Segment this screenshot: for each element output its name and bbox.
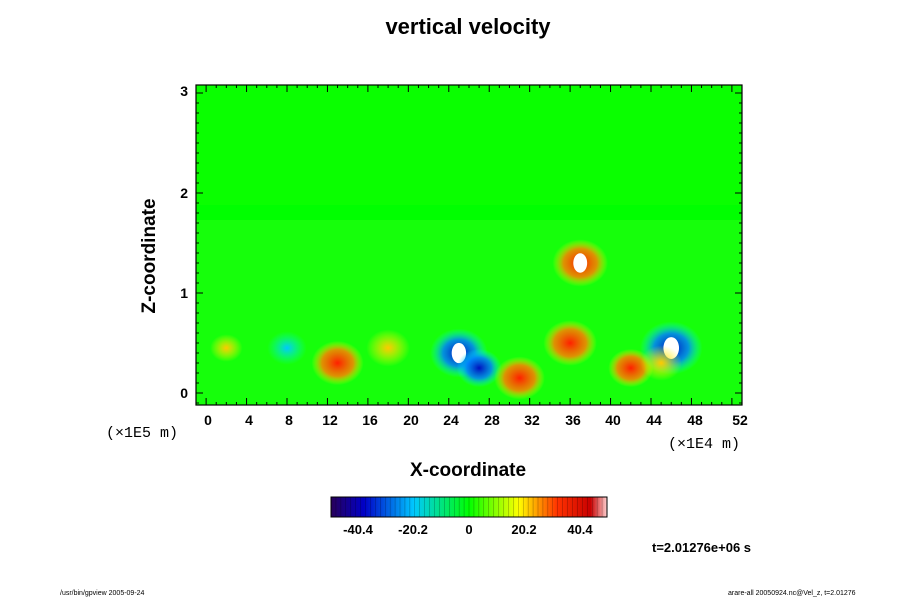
velocity-feature <box>366 329 410 367</box>
x-tick-label: 0 <box>204 412 212 428</box>
footer-right-text: arare-all 20050924.nc@Vel_z, t=2.01276 <box>728 590 856 597</box>
x-tick-label: 20 <box>403 412 419 428</box>
velocity-feature <box>210 334 243 362</box>
y-tick-label: 3 <box>180 83 188 99</box>
colorbar-tick-label: 20.2 <box>511 522 537 537</box>
colorbar-tick-label: 40.4 <box>567 522 593 537</box>
x-tick-label: 8 <box>285 412 293 428</box>
x-axis-label: X-coordinate <box>409 460 527 481</box>
footer-left-text: /usr/bin/gpview 2005-09-24 <box>60 590 145 597</box>
x-tick-label: 52 <box>732 412 748 428</box>
y-axis-label: Z-coordinate <box>139 198 160 314</box>
chart-title: vertical velocity <box>385 14 551 39</box>
x-tick-label: 40 <box>605 412 621 428</box>
y-tick-label: 2 <box>180 185 188 201</box>
x-tick-label: 36 <box>565 412 581 428</box>
x-tick-label: 32 <box>524 412 540 428</box>
x-tick-label: 4 <box>245 412 253 428</box>
x-tick-label: 48 <box>687 412 703 428</box>
x-tick-label: 16 <box>362 412 378 428</box>
velocity-feature <box>456 348 502 388</box>
velocity-feature <box>267 331 307 365</box>
y-tick-label: 0 <box>180 385 188 401</box>
timestamp-label: t=2.01276e+06 s <box>652 540 752 555</box>
velocity-feature-core <box>573 253 588 273</box>
x-tick-label: 12 <box>322 412 338 428</box>
x-tick-label: 28 <box>484 412 500 428</box>
x-tick-label: 24 <box>443 412 459 428</box>
velocity-feature <box>311 340 364 386</box>
x-scale-label: (×1E4 m) <box>668 436 741 453</box>
heatmap-field <box>196 85 742 405</box>
x-tick-label: 44 <box>646 412 662 428</box>
y-scale-label: (×1E5 m) <box>106 425 179 442</box>
velocity-feature <box>494 356 545 400</box>
colorbar-tick-label: -20.2 <box>398 522 428 537</box>
y-tick-label: 1 <box>180 285 188 301</box>
colorbar-tick-label: -40.4 <box>343 522 373 537</box>
colorbar-tick-label: 0 <box>465 522 473 537</box>
velocity-feature <box>543 320 597 366</box>
velocity-feature <box>640 345 682 381</box>
